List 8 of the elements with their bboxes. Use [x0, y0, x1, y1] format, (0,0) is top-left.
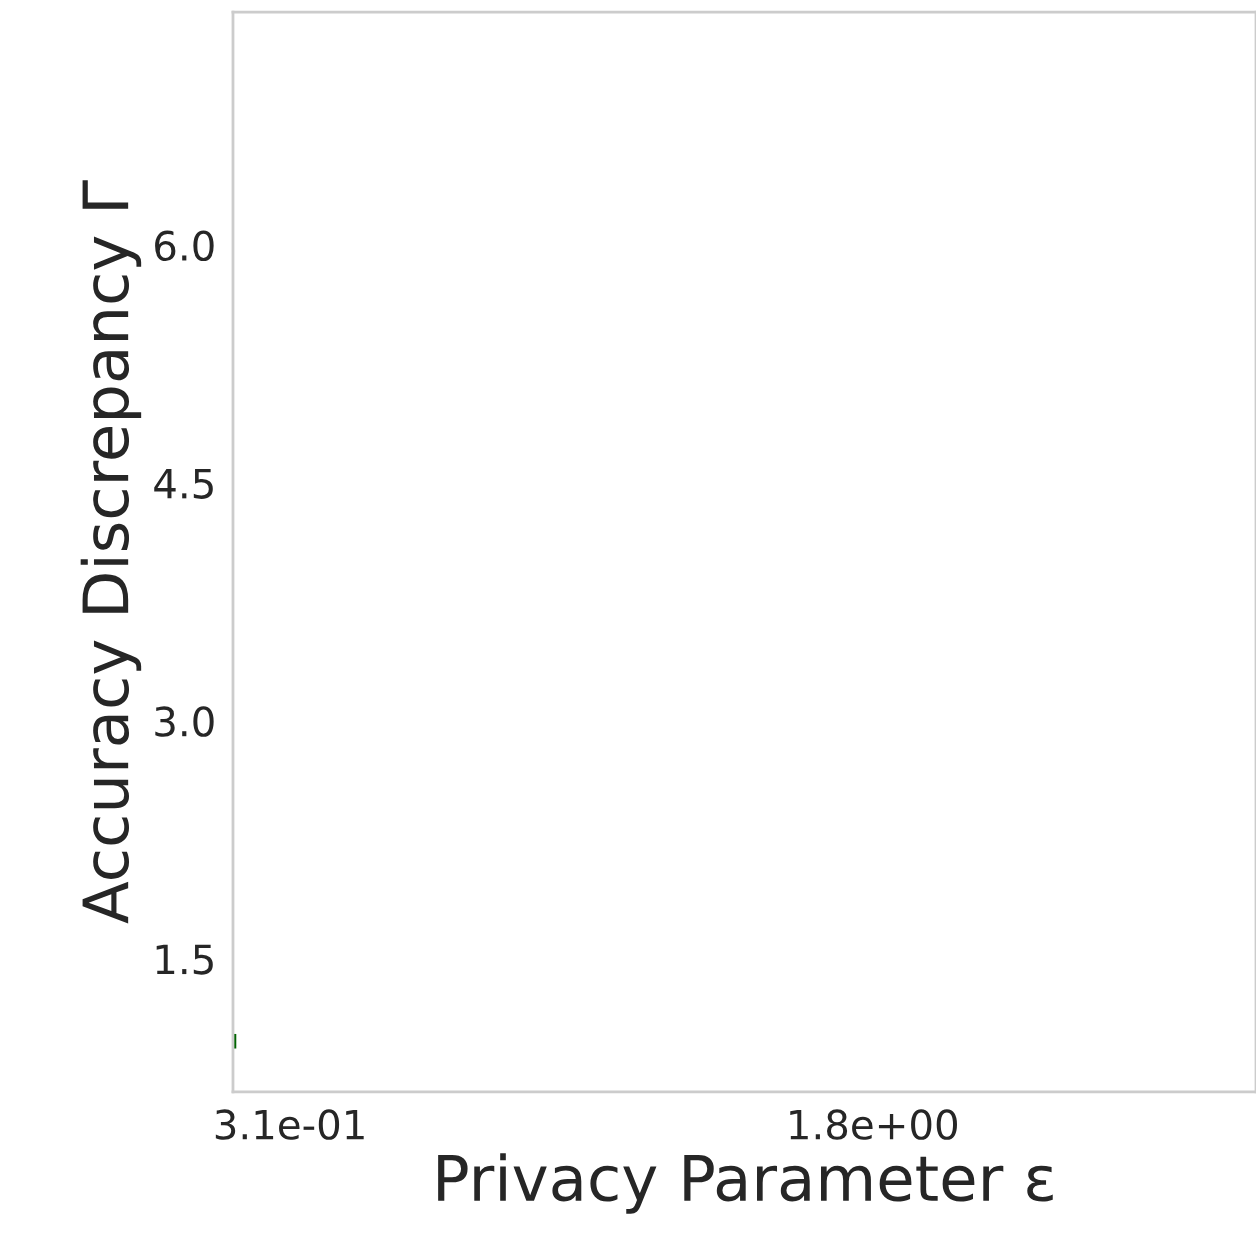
- y-tick-label: 3.0: [155, 706, 214, 737]
- x-tick-label: 3.1e-01: [215, 1109, 364, 1140]
- y-tick-label: 1.5: [156, 944, 213, 975]
- x-axis-title: Privacy Parameter ε: [438, 1153, 1053, 1214]
- y-tick-label: 6.0: [155, 230, 214, 262]
- x-tick-label: 1.8e+00: [790, 1109, 957, 1140]
- y-tick-label: 4.5: [154, 468, 213, 499]
- y-axis-title: Accuracy Discrepancy Γ: [80, 180, 142, 924]
